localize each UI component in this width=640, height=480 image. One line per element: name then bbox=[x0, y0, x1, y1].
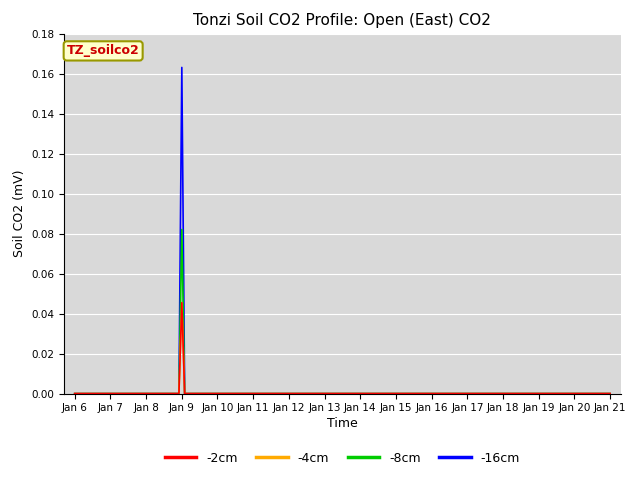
Y-axis label: Soil CO2 (mV): Soil CO2 (mV) bbox=[13, 170, 26, 257]
X-axis label: Time: Time bbox=[327, 418, 358, 431]
Text: TZ_soilco2: TZ_soilco2 bbox=[67, 44, 140, 58]
Title: Tonzi Soil CO2 Profile: Open (East) CO2: Tonzi Soil CO2 Profile: Open (East) CO2 bbox=[193, 13, 492, 28]
Legend: -2cm, -4cm, -8cm, -16cm: -2cm, -4cm, -8cm, -16cm bbox=[160, 447, 525, 469]
